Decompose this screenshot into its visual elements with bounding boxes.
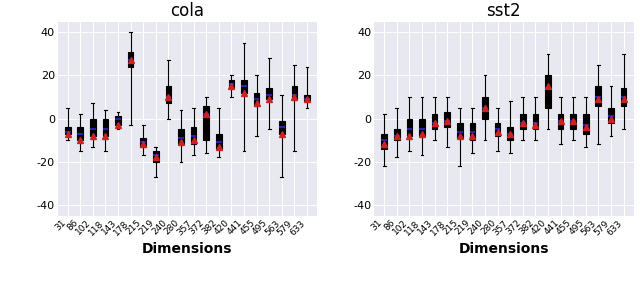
Title: sst2: sst2 bbox=[486, 2, 521, 20]
PathPatch shape bbox=[178, 129, 184, 144]
PathPatch shape bbox=[115, 116, 121, 125]
PathPatch shape bbox=[595, 86, 601, 106]
X-axis label: Dimensions: Dimensions bbox=[459, 242, 549, 257]
PathPatch shape bbox=[470, 123, 476, 140]
PathPatch shape bbox=[508, 127, 513, 140]
PathPatch shape bbox=[90, 119, 96, 136]
PathPatch shape bbox=[304, 95, 310, 101]
PathPatch shape bbox=[65, 127, 70, 134]
PathPatch shape bbox=[254, 93, 259, 106]
PathPatch shape bbox=[266, 88, 272, 99]
PathPatch shape bbox=[102, 119, 108, 136]
PathPatch shape bbox=[279, 121, 285, 134]
PathPatch shape bbox=[241, 80, 247, 93]
PathPatch shape bbox=[204, 106, 209, 140]
PathPatch shape bbox=[140, 138, 146, 147]
PathPatch shape bbox=[128, 52, 134, 67]
PathPatch shape bbox=[482, 97, 488, 119]
PathPatch shape bbox=[608, 108, 614, 123]
PathPatch shape bbox=[406, 119, 412, 136]
PathPatch shape bbox=[444, 112, 450, 127]
PathPatch shape bbox=[432, 114, 437, 129]
PathPatch shape bbox=[228, 80, 234, 88]
PathPatch shape bbox=[77, 127, 83, 140]
PathPatch shape bbox=[557, 114, 563, 129]
PathPatch shape bbox=[292, 86, 297, 99]
PathPatch shape bbox=[394, 129, 399, 140]
PathPatch shape bbox=[216, 134, 221, 149]
PathPatch shape bbox=[545, 75, 551, 108]
PathPatch shape bbox=[532, 114, 538, 129]
X-axis label: Dimensions: Dimensions bbox=[142, 242, 232, 257]
PathPatch shape bbox=[621, 88, 627, 106]
PathPatch shape bbox=[153, 151, 159, 162]
PathPatch shape bbox=[166, 86, 172, 103]
PathPatch shape bbox=[381, 134, 387, 149]
PathPatch shape bbox=[570, 114, 576, 129]
PathPatch shape bbox=[457, 123, 463, 138]
PathPatch shape bbox=[583, 114, 589, 134]
PathPatch shape bbox=[419, 119, 425, 136]
Title: cola: cola bbox=[170, 2, 204, 20]
PathPatch shape bbox=[520, 114, 525, 129]
PathPatch shape bbox=[495, 123, 500, 136]
PathPatch shape bbox=[191, 127, 196, 144]
